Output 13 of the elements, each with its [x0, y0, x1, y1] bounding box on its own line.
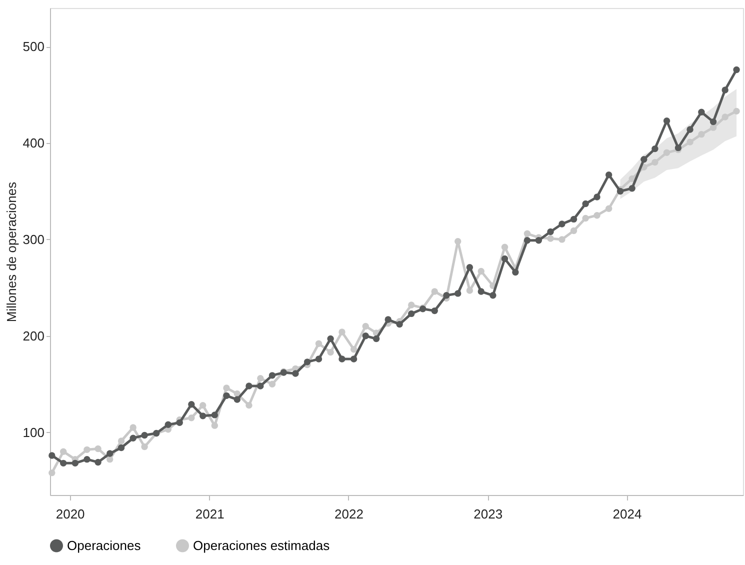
y-tick-label: 300 — [22, 232, 44, 247]
x-tick-label: 2021 — [195, 506, 224, 522]
x-tick-label: 2024 — [612, 506, 642, 522]
y-axis-title: Millones de operaciones — [4, 181, 19, 322]
y-tick-label: 400 — [22, 136, 44, 151]
x-tick-label: 2022 — [334, 506, 364, 522]
y-tick-label: 500 — [22, 39, 44, 54]
legend-label: Operaciones — [67, 538, 142, 553]
y-tick-label: 100 — [22, 424, 44, 440]
y-tick-label: 200 — [22, 328, 44, 344]
legend-label: Operaciones estimadas — [193, 538, 330, 553]
x-tick-label: 2020 — [56, 506, 85, 522]
x-tick-label: 2023 — [474, 506, 503, 522]
